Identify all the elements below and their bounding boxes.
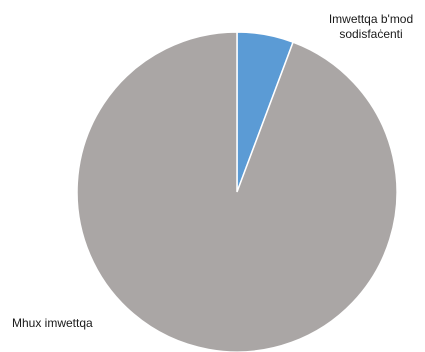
pie-slice-not-done: [76, 31, 398, 352]
slice-label-not-done: Mhux imwettqa: [12, 316, 93, 330]
slice-label-satisfactory: Imwettqa b'mod sodisfaċenti: [328, 12, 414, 41]
